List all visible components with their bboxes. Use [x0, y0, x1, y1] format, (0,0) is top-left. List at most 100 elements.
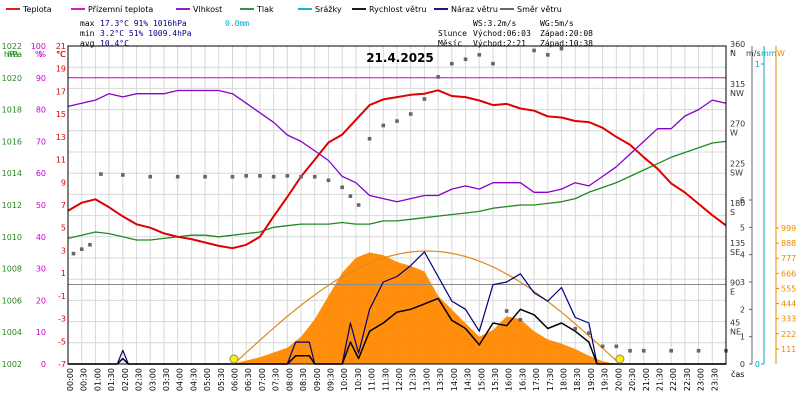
- x-tick-label: 05:00: [203, 368, 212, 391]
- x-tick-label: 15:00: [477, 368, 486, 391]
- legend-label: Přízemní teplota: [88, 5, 153, 14]
- wind-direction-point: [450, 61, 454, 66]
- x-tick-label: 11:00: [368, 368, 377, 391]
- temp-axis-tick-label: 1: [61, 269, 66, 278]
- temp-axis-unit: °C: [56, 50, 66, 59]
- solar-tick-label: 222: [781, 330, 796, 339]
- wind-direction-point: [258, 174, 262, 178]
- direction-tick-label: 225: [730, 159, 745, 168]
- wind-direction-point: [477, 53, 482, 57]
- x-tick-label: 01:30: [107, 368, 116, 391]
- wind-direction-point: [367, 136, 372, 141]
- series-teplota: [67, 89, 727, 250]
- percent-axis-tick-label: 50: [36, 201, 46, 210]
- temp-axis-tick-label: -3: [58, 315, 66, 324]
- temp-axis-tick-label: -1: [58, 292, 66, 301]
- temp-axis-tick-label: 15: [56, 110, 66, 119]
- wind-direction-point: [285, 174, 290, 178]
- plot-frame: [67, 45, 727, 365]
- x-tick-label: 14:00: [450, 368, 459, 391]
- direction-name-label: SW: [730, 168, 743, 177]
- hpa-axis-unit: hPa: [8, 50, 23, 59]
- wind-direction-point: [573, 326, 578, 331]
- hpa-axis-title: hPa: [4, 50, 19, 59]
- sun-markers: [229, 354, 625, 364]
- series-vlhkost: [67, 89, 727, 203]
- x-tick-label: 11:30: [381, 368, 390, 391]
- x-tick-label: 22:30: [683, 368, 692, 391]
- wind-direction-point: [532, 48, 536, 53]
- hpa-axis-tick-label: 1006: [2, 296, 22, 305]
- direction-tick-label: 90: [730, 279, 740, 288]
- direction-tick-label: 360: [730, 40, 745, 49]
- wind-direction-point: [696, 348, 701, 353]
- stats-block: max 17.3°C 91% 1016hPa 0.0mm min 3.2°C 5…: [80, 19, 249, 48]
- wind-direction-point: [148, 174, 153, 179]
- legend-label: Rychlost větru: [369, 5, 426, 14]
- x-tick-label: 01:00: [93, 368, 102, 391]
- chart-title: 21.4.2025: [366, 51, 434, 65]
- temp-axis-tick-label: 21: [56, 42, 66, 51]
- wind-direction-point: [71, 251, 76, 256]
- wind-direction-point: [326, 178, 331, 183]
- percent-axis-tick-label: 10: [36, 328, 46, 337]
- stats-min-label: min: [80, 29, 95, 38]
- legend-label: Náraz větru: [451, 5, 498, 14]
- wind-direction-point: [271, 174, 276, 179]
- x-tick-label: 16:00: [505, 368, 514, 391]
- stats-min-values: 3.2°C 51% 1009.4hPa: [100, 29, 192, 38]
- direction-tick-label: 135: [730, 239, 745, 248]
- x-tick-label: 04:00: [176, 368, 185, 391]
- percent-axis-unit: %: [38, 50, 46, 59]
- wind-direction-point: [518, 318, 523, 322]
- legend-label: Vlhkost: [193, 5, 222, 14]
- temp-axis-tick-label: 9: [61, 178, 66, 187]
- x-tick-label: 09:00: [313, 368, 322, 391]
- x-tick-label: 21:30: [655, 368, 664, 391]
- x-tick-label: 17:00: [532, 368, 541, 391]
- x-tick-label: 23:30: [710, 368, 719, 391]
- percent-axis-tick-label: 80: [36, 106, 46, 115]
- x-tick-label: 14:30: [464, 368, 473, 391]
- stats-max-label: max: [80, 19, 95, 28]
- wind-unit: m/s: [746, 49, 761, 58]
- x-tick-label: 07:00: [258, 368, 267, 391]
- x-tick-label: 20:30: [628, 368, 637, 391]
- solar-tick-label: 888: [781, 239, 796, 248]
- x-tick-label: 09:30: [326, 368, 335, 391]
- solar-tick-label: 999: [781, 224, 796, 233]
- stats-max-values: 17.3°C 91% 1016hPa: [100, 19, 187, 28]
- solar-theoretical-curve: [233, 250, 621, 365]
- wind-direction-point: [395, 119, 399, 123]
- percent-axis-tick-label: 40: [36, 233, 46, 242]
- wind-tick-label: 6: [740, 196, 745, 205]
- x-tick-label: 18:00: [560, 368, 569, 391]
- wind-direction-point: [422, 97, 427, 101]
- x-tick-label: 22:00: [669, 368, 678, 391]
- rain-tick-label: 0: [755, 360, 760, 369]
- wind-direction-point: [381, 123, 386, 128]
- direction-name-label: E: [730, 288, 735, 297]
- x-axis: 00:00 00:30 01:00 01:30 02:00 02:30 03:00 03:30…: [66, 368, 719, 391]
- direction-unit: °: [730, 49, 734, 58]
- wind-direction-point: [175, 174, 180, 179]
- wind-direction-point: [641, 348, 646, 353]
- direction-name-label: SE: [730, 248, 740, 257]
- hpa-axis-tick-label: 1012: [2, 201, 22, 210]
- rain-tick-label: 1: [755, 60, 760, 69]
- percent-axis-tick-label: 70: [36, 137, 46, 146]
- hpa-axis-tick-label: 1002: [2, 360, 22, 369]
- percent-axis-tick-label: 20: [36, 296, 46, 305]
- wind-tick-label: 2: [740, 305, 745, 314]
- wind-direction-point: [408, 112, 413, 116]
- legend: Teplota Přízemní teplota Vlhkost Tlak Srážky…: [6, 5, 562, 14]
- hpa-axis-tick-label: 1010: [2, 233, 22, 242]
- x-tick-label: 19:30: [601, 368, 610, 391]
- percent-axis-tick-label: 60: [36, 169, 46, 178]
- wind-direction-point: [463, 57, 468, 62]
- wind-direction-point: [436, 75, 440, 79]
- wind-wg: WG:5m/s: [540, 19, 574, 28]
- x-tick-label: 00:00: [66, 368, 75, 391]
- direction-name-label: N: [730, 49, 736, 58]
